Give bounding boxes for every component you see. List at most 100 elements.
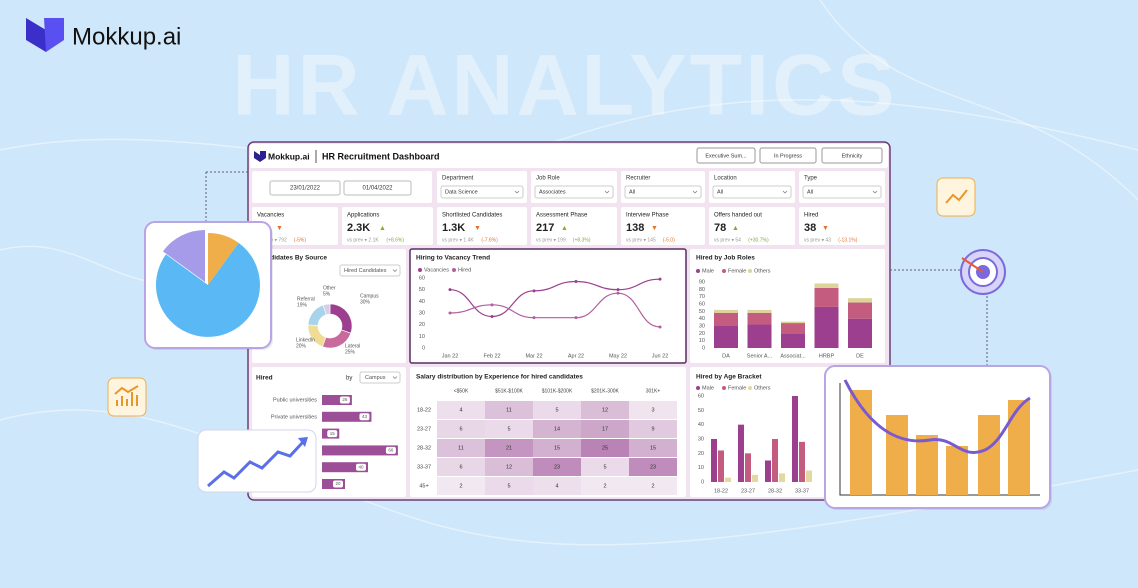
trend-point	[490, 315, 494, 318]
heat-cell	[437, 439, 485, 457]
x-tick-label: Associat...	[780, 353, 806, 359]
tab-button[interactable]	[821, 147, 883, 164]
slice-value: 30%	[360, 299, 371, 305]
legend-marker	[696, 386, 700, 390]
row-header: 28-32	[417, 445, 431, 451]
y-tick-label: 20	[698, 451, 704, 457]
bar-category: Private universities	[271, 414, 317, 420]
filter-dropdown[interactable]	[534, 185, 614, 199]
legend-marker	[722, 269, 726, 273]
cell-value: 4	[555, 483, 558, 489]
x-tick-label: Mar 22	[525, 353, 542, 359]
kpi-change: (-5%)	[294, 237, 307, 243]
y-tick-label: 50	[419, 287, 425, 293]
hero-title: HR ANALYTICS	[232, 38, 897, 134]
kpi-label: Shortlisted Candidates	[442, 213, 502, 219]
filter-dropdown[interactable]	[802, 185, 882, 199]
x-tick-label: 18-22	[714, 488, 728, 494]
filter-label: Recruiter	[626, 176, 650, 182]
bar-category: Public universities	[273, 397, 317, 403]
tab-button[interactable]	[696, 147, 756, 164]
kpi-value: 2.3K	[347, 222, 370, 234]
slice-value: 19%	[297, 302, 308, 308]
slice-label: Lateral	[345, 343, 360, 349]
y-tick-label: 30	[698, 436, 704, 442]
trend-point	[448, 288, 452, 292]
kpi-change: (-7.6%)	[481, 237, 498, 243]
cell-value: 9	[651, 426, 654, 432]
trend-point	[532, 316, 536, 320]
heat-cell	[437, 401, 485, 419]
bar-value: 66	[388, 448, 394, 453]
decorations	[107, 171, 1052, 510]
x-tick-label: DA	[722, 353, 730, 359]
x-tick-label: Jan 22	[442, 353, 459, 359]
row-header: 33-37	[417, 464, 431, 470]
panel-title: Salary distribution by Experience for hi…	[416, 374, 583, 381]
filter-dropdown[interactable]	[440, 185, 524, 199]
filter-dropdown[interactable]	[624, 185, 702, 199]
x-tick-label: Feb 22	[483, 353, 500, 359]
filter-label: Type	[804, 176, 818, 182]
trend-line	[449, 278, 661, 318]
filter-label: Department	[442, 176, 474, 182]
heat-cell	[533, 458, 581, 476]
kpi-card	[621, 207, 705, 245]
cell-value: 23	[650, 464, 656, 470]
kpi-card	[437, 207, 527, 245]
caret	[872, 190, 878, 194]
y-tick-label: 60	[699, 301, 705, 307]
dashboard: Mokkup.ai HR Recruitment Dashboard Executi…	[250, 144, 888, 497]
brand-logo	[26, 18, 64, 52]
stacked-bar	[747, 312, 772, 325]
date-input[interactable]	[343, 180, 412, 196]
kpi-value: 138	[626, 222, 644, 234]
x-tick-label: 28-32	[768, 488, 782, 494]
caret	[604, 190, 610, 194]
kpi-value: 1.3K	[442, 222, 465, 234]
trend-point	[574, 316, 578, 320]
kpi-change: (+8.6%)	[386, 237, 404, 243]
panel-title: Hired	[256, 375, 273, 382]
stacked-bar	[747, 309, 772, 313]
heat-cell	[581, 420, 629, 438]
trend-point	[448, 311, 452, 315]
hired-dropdown[interactable]	[359, 371, 401, 384]
stacked-bar	[714, 309, 738, 313]
header-logo	[254, 151, 266, 162]
kpi-previous: vs prev ▾ 1.4K	[442, 237, 474, 243]
stacked-bar	[814, 283, 839, 288]
cell-value: 11	[506, 407, 512, 413]
heat-cell	[629, 420, 677, 438]
hbar	[322, 462, 368, 473]
heat-cell	[629, 477, 677, 495]
heat-cell	[437, 420, 485, 438]
slice-label: Campus	[360, 293, 379, 299]
panel-title: Hiring to Vacancy Trend	[416, 255, 490, 262]
group-bar	[738, 424, 744, 482]
cell-value: 15	[554, 445, 560, 451]
group-bar	[792, 396, 798, 482]
cell-value: 3	[651, 407, 654, 413]
row-header: 18-22	[417, 407, 431, 413]
stacked-bar	[781, 321, 805, 324]
group-bar	[779, 473, 785, 482]
column-header: <$50K	[454, 388, 469, 394]
kpi-card	[709, 207, 795, 245]
value-tag	[385, 446, 396, 454]
group-bar	[725, 477, 731, 482]
heat-cell	[533, 420, 581, 438]
caret	[392, 376, 398, 379]
heat-cell	[629, 439, 677, 457]
cell-value: 6	[459, 426, 462, 432]
filter-dropdown[interactable]	[712, 185, 792, 199]
tab-button[interactable]	[759, 147, 817, 164]
y-tick-label: 40	[698, 422, 704, 428]
group-bar	[799, 441, 805, 482]
heat-cell	[581, 401, 629, 419]
cell-value: 25	[602, 445, 608, 451]
date-input[interactable]	[269, 180, 341, 196]
caret	[782, 190, 788, 194]
source-dropdown[interactable]	[339, 264, 401, 277]
kpi-arrow: ▼	[822, 225, 829, 232]
